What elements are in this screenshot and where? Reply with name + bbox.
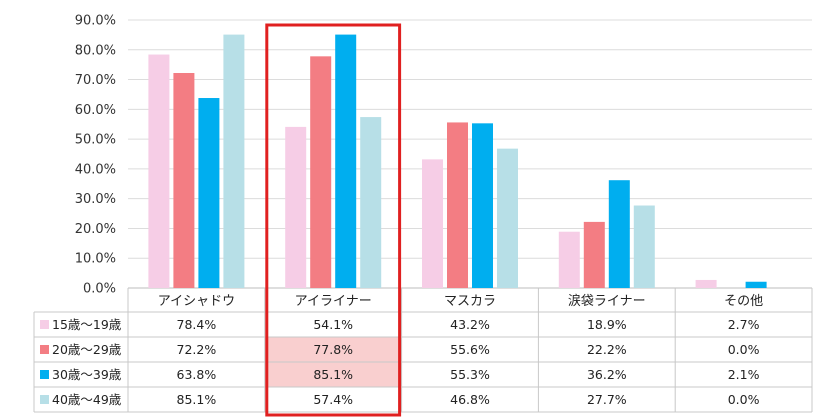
- table-cell-value: 0.0%: [728, 342, 760, 357]
- bar: [497, 148, 518, 288]
- bar: [335, 34, 357, 288]
- highlight-cell: [264, 362, 402, 387]
- bar: [745, 281, 767, 288]
- bar: [310, 56, 332, 288]
- y-tick-label: 60.0%: [75, 103, 116, 118]
- legend-swatch: [40, 395, 49, 404]
- y-axis-ticks: 0.0% 10.0% 20.0% 30.0% 40.0% 50.0% 60.0% 70.0% 8…: [75, 14, 116, 297]
- table-cell-value: 22.2%: [587, 342, 627, 357]
- legend-label: 20歳～29歳: [52, 342, 122, 357]
- bar: [148, 54, 170, 288]
- bar: [695, 279, 717, 288]
- legend-label: 40歳～49歳: [52, 392, 122, 407]
- table-cell-value: 36.2%: [587, 367, 627, 382]
- bar: [608, 180, 630, 288]
- table-cell-value: 57.4%: [313, 392, 353, 407]
- bar: [223, 34, 245, 288]
- y-tick-label: 90.0%: [75, 14, 116, 29]
- category-label: アイシャドウ: [158, 294, 235, 309]
- bar: [360, 117, 382, 288]
- table-cell-value: 18.9%: [587, 317, 627, 332]
- data-table: アイシャドウ アイライナー マスカラ 涙袋ライナー その他 15歳～19歳 78.4% 54.…: [33, 288, 813, 413]
- table-cell-value: 27.7%: [587, 392, 627, 407]
- legend-swatch: [40, 370, 49, 379]
- y-tick-label: 30.0%: [75, 192, 116, 207]
- table-cell-value: 85.1%: [313, 367, 353, 382]
- category-label: アイライナー: [295, 294, 372, 309]
- bar: [472, 123, 493, 288]
- bar: [173, 73, 195, 288]
- bar: [583, 221, 605, 288]
- bar: [447, 122, 468, 289]
- table-cell-value: 63.8%: [177, 367, 217, 382]
- table-cell-value: 77.8%: [313, 342, 353, 357]
- table-cell-value: 54.1%: [313, 317, 353, 332]
- bar: [558, 231, 580, 288]
- y-tick-label: 50.0%: [75, 133, 116, 148]
- table-cell-value: 72.2%: [177, 342, 217, 357]
- table-cell-value: 2.7%: [728, 317, 760, 332]
- table-cell-value: 85.1%: [177, 392, 217, 407]
- highlight-box: [265, 23, 402, 417]
- highlight-outline: [265, 23, 402, 417]
- y-tick-label: 40.0%: [75, 162, 116, 177]
- legend-swatch: [40, 320, 49, 329]
- bars: [148, 34, 767, 289]
- highlight-cell: [264, 337, 402, 362]
- y-tick-label: 80.0%: [75, 43, 116, 58]
- y-tick-label: 10.0%: [75, 252, 116, 267]
- bar: [285, 126, 307, 288]
- y-tick-label: 0.0%: [83, 282, 116, 297]
- legend-swatch: [40, 345, 49, 354]
- legend-label: 15歳～19歳: [52, 317, 122, 332]
- table-cell-value: 55.3%: [450, 367, 490, 382]
- y-tick-label: 70.0%: [75, 73, 116, 88]
- legend-label: 30歳～39歳: [52, 367, 122, 382]
- bar: [422, 159, 443, 288]
- table-cell-value: 2.1%: [728, 367, 760, 382]
- table-cell-value: 46.8%: [450, 392, 490, 407]
- table-cell-value: 43.2%: [450, 317, 490, 332]
- table-cell-value: 55.6%: [450, 342, 490, 357]
- table-cell-value: 0.0%: [728, 392, 760, 407]
- bar: [198, 98, 220, 288]
- y-tick-label: 20.0%: [75, 222, 116, 237]
- bar: [633, 205, 655, 288]
- table-cell-value: 78.4%: [177, 317, 217, 332]
- category-label: 涙袋ライナー: [568, 293, 646, 309]
- category-label: マスカラ: [444, 294, 496, 309]
- category-label: その他: [724, 294, 763, 309]
